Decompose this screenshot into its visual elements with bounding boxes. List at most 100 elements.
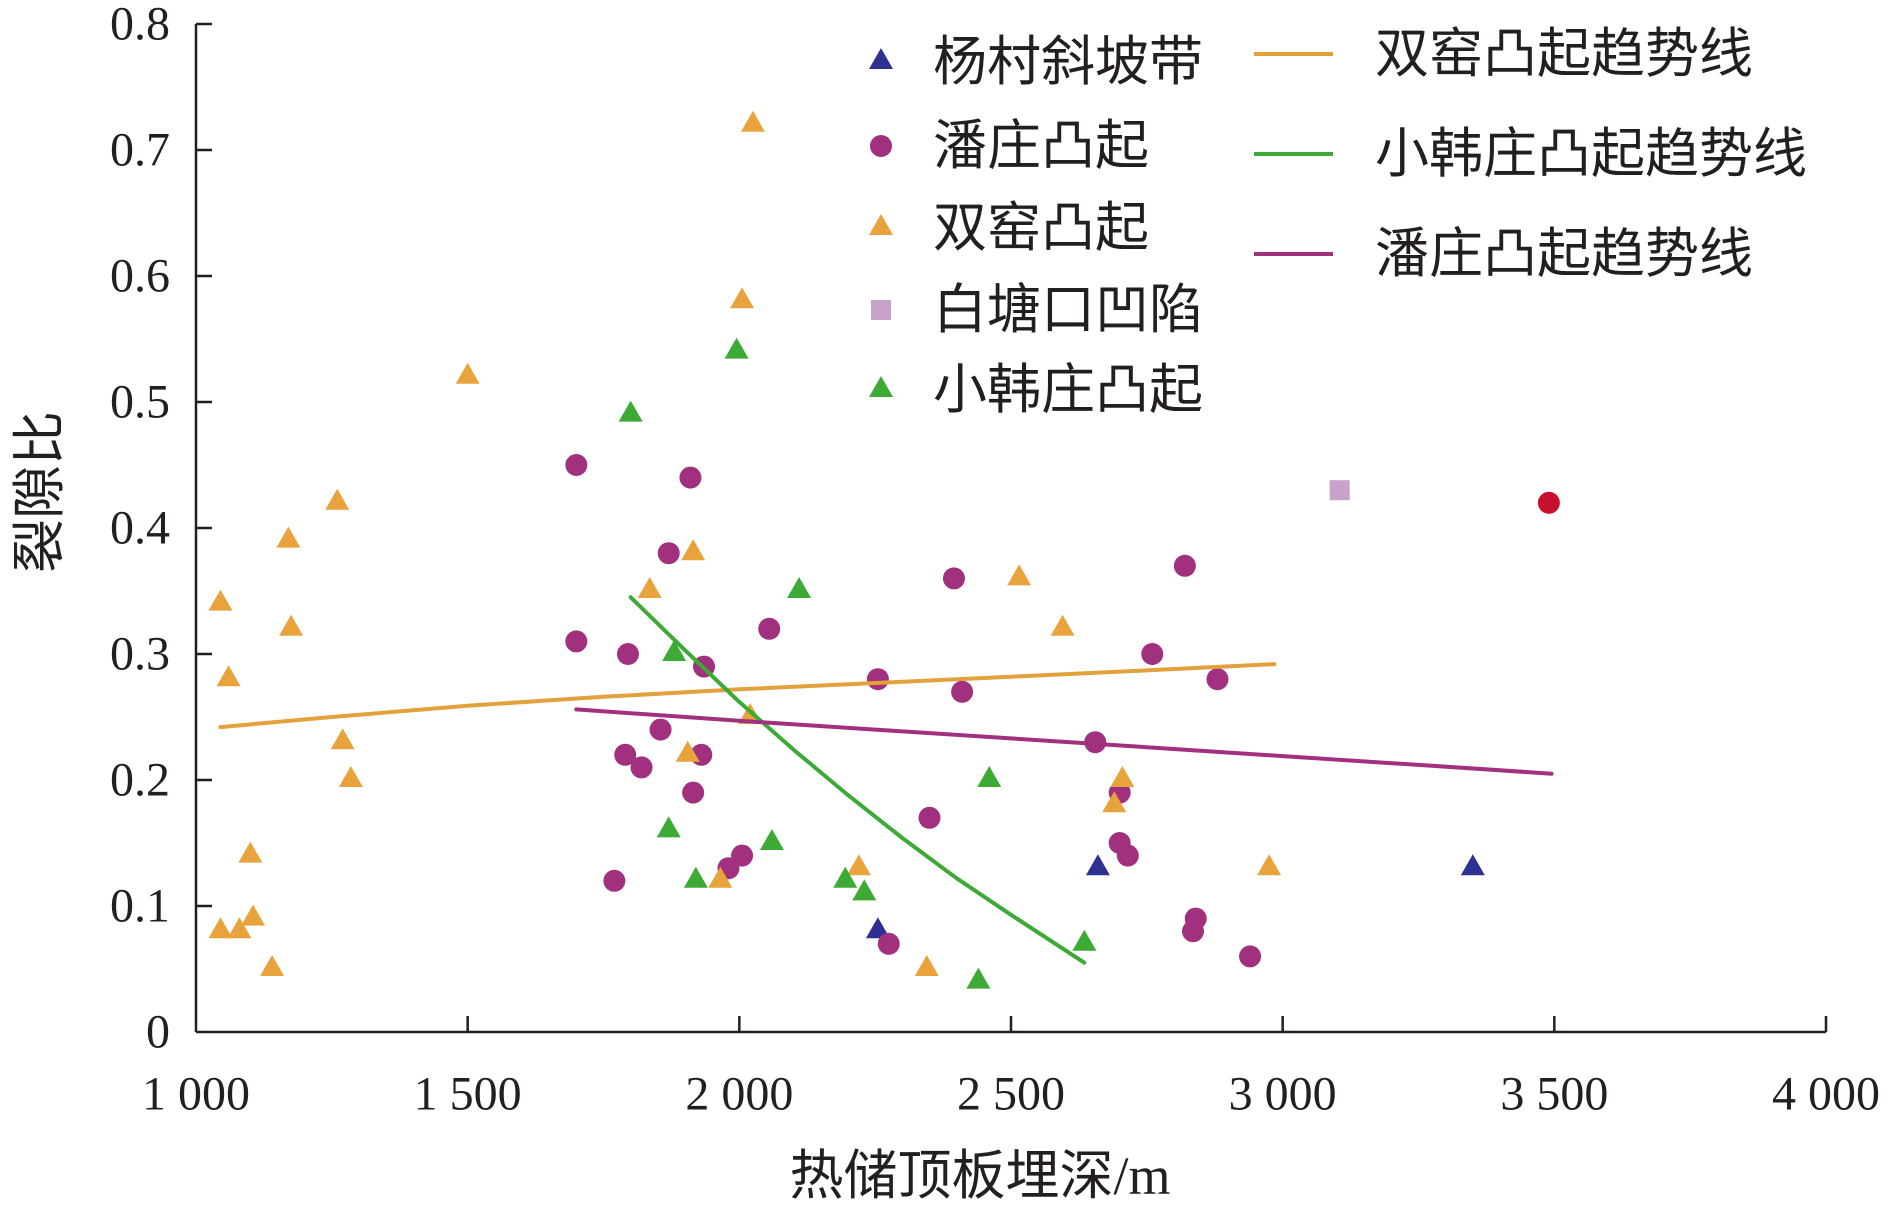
series-1-circle-point-4 xyxy=(616,643,639,665)
y-tick-label: 0.6 xyxy=(110,250,170,303)
series-2-triangle-point-11 xyxy=(227,917,252,939)
series-2-triangle-point-2 xyxy=(276,526,301,548)
series-5-points xyxy=(1537,491,1560,514)
series-4-triangle-point-8 xyxy=(833,866,858,888)
legend-item-shuangyao-trend: 双窑凸起趋势线 xyxy=(1254,24,1753,84)
series-1-circle-point-6 xyxy=(758,617,781,640)
y-tick-label: 0.8 xyxy=(110,0,170,51)
trend-line-0 xyxy=(218,662,1277,730)
y-tick-label: 0.1 xyxy=(110,880,170,933)
legend-label: 潘庄凸起趋势线 xyxy=(1375,224,1753,284)
legend-item-panzhuang: 潘庄凸起 xyxy=(870,116,1149,176)
series-2-triangle-point-21 xyxy=(914,955,939,976)
x-tick-label: 1 000 xyxy=(142,1068,250,1121)
series-1-circle-point-0 xyxy=(565,454,588,476)
legend-label: 杨村斜坡带 xyxy=(933,32,1203,92)
series-2-triangle-point-16 xyxy=(637,577,662,598)
series-1-circle-point-26 xyxy=(1206,668,1229,691)
series-3-square-point-0 xyxy=(1329,480,1350,501)
series-1-circle-point-15 xyxy=(866,668,889,691)
y-axis-title: 裂隙比 xyxy=(10,411,70,573)
series-4-triangle-point-2 xyxy=(787,577,812,598)
trend-line-2 xyxy=(574,707,1554,776)
series-1-circle-point-29 xyxy=(1239,945,1262,968)
series-4-triangle-point-1 xyxy=(618,400,643,422)
series-0-triangle-point-2 xyxy=(1460,854,1485,876)
series-1-circle-point-12 xyxy=(603,869,626,892)
series-4-triangle-point-11 xyxy=(966,967,991,989)
series-2-points xyxy=(208,110,1282,976)
trend-line-1 xyxy=(628,595,1087,965)
series-2-triangle-point-9 xyxy=(241,904,266,926)
x-tick-label: 4 000 xyxy=(1772,1068,1880,1121)
series-2-triangle-point-13 xyxy=(740,110,765,132)
series-2-triangle-point-1 xyxy=(216,665,241,687)
legend-label: 小韩庄凸起 xyxy=(933,360,1203,420)
series-0-points xyxy=(865,854,1485,939)
legend-marker-circle xyxy=(870,135,892,157)
y-tick-label: 0.5 xyxy=(110,376,170,429)
legend-label: 白塘口凹陷 xyxy=(933,280,1203,340)
series-1-circle-point-11 xyxy=(682,781,705,804)
x-tick-label: 2 500 xyxy=(957,1068,1065,1121)
series-0-triangle-point-1 xyxy=(1085,854,1110,876)
legend-label: 双窑凸起趋势线 xyxy=(1375,24,1753,84)
series-2-triangle-point-19 xyxy=(708,866,733,888)
legend-item-shuangyao: 双窑凸起 xyxy=(869,198,1149,258)
series-4-triangle-point-0 xyxy=(724,337,749,359)
series-1-circle-point-1 xyxy=(679,466,702,489)
series-4-triangle-point-3 xyxy=(662,640,687,661)
series-2-triangle-point-23 xyxy=(1050,614,1075,636)
series-2-triangle-point-20 xyxy=(846,854,871,876)
series-2-triangle-point-8 xyxy=(238,841,263,863)
series-1-circle-point-8 xyxy=(614,743,637,766)
series-2-triangle-point-6 xyxy=(330,728,355,750)
x-axis-title: 热储顶板埋深/m xyxy=(789,1146,1170,1206)
legend-item-baitangkou: 白塘口凹陷 xyxy=(871,280,1203,340)
series-2-triangle-point-26 xyxy=(1257,854,1282,876)
series-2-triangle-point-15 xyxy=(681,539,706,561)
series-1-circle-point-23 xyxy=(1116,844,1139,867)
series-4-triangle-point-4 xyxy=(977,766,1002,787)
series-2-triangle-point-10 xyxy=(208,917,233,939)
legend-item-xiaohanzhuang-trend: 小韩庄凸起趋势线 xyxy=(1254,124,1807,184)
y-tick-label: 0.2 xyxy=(110,754,170,807)
series-2-triangle-point-0 xyxy=(208,589,233,611)
series-4-triangle-point-10 xyxy=(1072,929,1097,951)
series-1-circle-point-16 xyxy=(942,567,965,590)
legend-item-panzhuang-trend: 潘庄凸起趋势线 xyxy=(1254,224,1753,284)
y-tick-label: 0.3 xyxy=(110,628,170,681)
series-1-circle-point-7 xyxy=(649,718,672,741)
legend-marker-triangle xyxy=(869,376,893,397)
series-1-circle-point-24 xyxy=(1173,554,1196,577)
series-2-triangle-point-12 xyxy=(260,955,285,976)
legend-label: 潘庄凸起 xyxy=(933,116,1149,176)
y-tick-label: 0 xyxy=(146,1006,170,1059)
series-1-circle-point-19 xyxy=(877,932,900,955)
series-1-circle-point-14 xyxy=(731,844,754,867)
axes: 0 0.1 0.2 0.3 0.4 0.5 0.6 0.7 0.8 1 000 1 500 2 000… xyxy=(110,0,1880,1121)
series-2-triangle-point-3 xyxy=(279,614,304,636)
series-2-triangle-point-17 xyxy=(675,740,700,762)
legend-marker-triangle xyxy=(869,48,893,69)
series-2-triangle-point-25 xyxy=(1110,766,1135,787)
series-1-circle-point-3 xyxy=(565,630,588,653)
legend-label: 小韩庄凸起趋势线 xyxy=(1375,124,1807,184)
series-2-triangle-point-22 xyxy=(1007,564,1032,586)
series-5-circle-point-0 xyxy=(1537,491,1560,514)
series-1-circle-point-17 xyxy=(951,680,974,703)
trend-lines xyxy=(218,595,1554,965)
series-1-circle-point-28 xyxy=(1182,920,1205,943)
series-4-triangle-point-5 xyxy=(656,816,681,838)
legend-item-xiaohanzhuang: 小韩庄凸起 xyxy=(869,360,1203,420)
y-tick-label: 0.7 xyxy=(110,124,170,177)
x-tick-label: 2 000 xyxy=(685,1068,793,1121)
series-1-circle-point-18 xyxy=(918,806,941,829)
legend-label: 双窑凸起 xyxy=(933,198,1149,258)
data-points xyxy=(208,110,1560,989)
legend-item-yangcun: 杨村斜坡带 xyxy=(869,32,1203,92)
series-2-triangle-point-14 xyxy=(730,287,755,309)
x-tick-label: 3 000 xyxy=(1229,1068,1337,1121)
series-2-triangle-point-4 xyxy=(325,488,350,510)
